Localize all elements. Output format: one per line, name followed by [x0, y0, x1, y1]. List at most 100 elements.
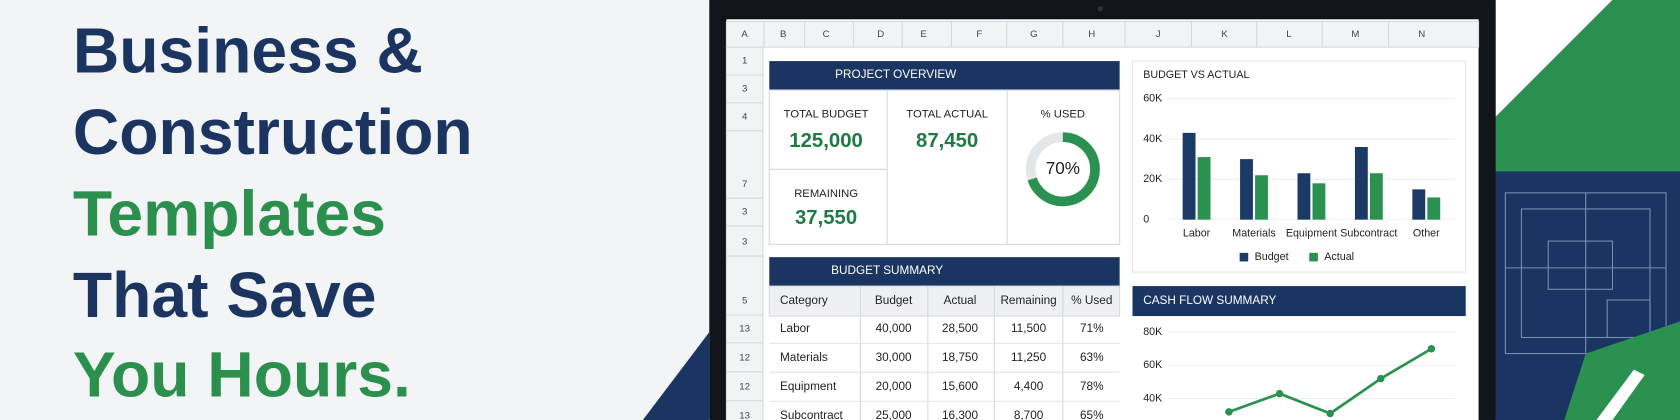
x-tick-label: Equipment	[1286, 227, 1337, 239]
row-header: 3	[742, 83, 747, 94]
table-cell: 20,000	[876, 380, 912, 393]
panel-header	[769, 257, 1120, 287]
table-header-cell: Budget	[875, 294, 913, 307]
column-header: E	[920, 29, 926, 40]
table-cell: 16,300	[942, 409, 978, 420]
row-header: 3	[742, 237, 747, 248]
bar	[1412, 189, 1426, 220]
green-panel	[1494, 0, 1680, 172]
column-header: C	[823, 29, 830, 40]
chart-title: CASH FLOW SUMMARY	[1143, 294, 1276, 307]
x-tick-label: Materials	[1232, 227, 1275, 239]
y-tick-label: 20K	[1143, 173, 1163, 185]
table-cell: 78%	[1080, 380, 1104, 393]
pen	[1596, 369, 1645, 420]
table-cell: 25,000	[876, 409, 912, 420]
table-cell: 30,000	[876, 351, 912, 364]
bar	[1427, 197, 1441, 220]
table-cell: 15,600	[942, 380, 978, 393]
legend-label: Actual	[1324, 251, 1354, 263]
legend-label: Budget	[1255, 251, 1289, 263]
table-cell: 8,700	[1014, 409, 1044, 420]
chart-title: BUDGET VS ACTUAL	[1143, 69, 1249, 81]
table-cell: 11,500	[1011, 322, 1047, 335]
row-header: 3	[742, 207, 747, 218]
kpi-value: 87,450	[916, 130, 978, 152]
row-header: 13	[739, 410, 750, 420]
bar	[1312, 183, 1326, 220]
kpi-label: TOTAL BUDGET	[784, 109, 869, 121]
column-header: K	[1221, 29, 1228, 40]
bar	[1369, 173, 1383, 220]
table-cell: 28,500	[942, 322, 978, 335]
kpi-label: REMAINING	[794, 188, 858, 200]
column-header: H	[1088, 29, 1095, 40]
column-header: M	[1351, 29, 1359, 40]
kpi-value: 37,550	[795, 207, 857, 229]
camera	[1097, 5, 1104, 12]
column-header: B	[780, 29, 786, 40]
y-tick-label: 0	[1143, 213, 1149, 225]
headline-line: Construction	[73, 96, 473, 168]
point	[1427, 345, 1436, 353]
table-header-cell: Remaining	[1000, 294, 1056, 307]
y-tick-label: 40K	[1143, 133, 1163, 145]
headline-line: You Hours.	[73, 338, 411, 410]
point	[1377, 374, 1385, 383]
x-tick-label: Subcontract	[1340, 227, 1397, 239]
bar	[1255, 175, 1268, 220]
y-tick-label: 60K	[1143, 92, 1163, 104]
table-cell: 40,000	[876, 322, 912, 335]
bar	[1182, 132, 1196, 220]
kpi-label: % USED	[1041, 109, 1085, 121]
panel-header	[769, 61, 1120, 90]
table-cell: 65%	[1080, 409, 1104, 420]
point	[1326, 409, 1334, 418]
panel-body	[768, 89, 1121, 245]
table-cell: Materials	[780, 351, 828, 364]
panel-title: BUDGET SUMMARY	[831, 264, 943, 277]
table-cell: 4,400	[1014, 380, 1044, 393]
panel-header	[1132, 286, 1466, 317]
table-header-cell: Actual	[944, 294, 977, 307]
panel-title: PROJECT OVERVIEW	[835, 68, 957, 81]
table-header-cell: Category	[780, 294, 828, 307]
x-tick-label: Labor	[1183, 227, 1211, 239]
table-cell: 11,250	[1011, 351, 1047, 364]
column-header: A	[741, 29, 748, 40]
table-header-cell: % Used	[1071, 294, 1112, 307]
table-cell: 63%	[1080, 351, 1104, 364]
kpi-label: TOTAL ACTUAL	[906, 109, 988, 121]
row-header-bar	[725, 46, 764, 420]
y-tick-label: 40K	[1143, 392, 1163, 404]
legend-swatch	[1239, 252, 1249, 262]
column-header: J	[1156, 29, 1161, 40]
donut-label: 70%	[1046, 158, 1080, 178]
bar	[1297, 173, 1311, 220]
column-header: L	[1286, 29, 1292, 40]
row-header: 4	[742, 111, 748, 122]
row-header: 7	[742, 179, 747, 190]
y-tick-label: 60K	[1143, 359, 1163, 371]
y-tick-label: 80K	[1143, 326, 1163, 338]
table-cell: 18,750	[942, 351, 978, 364]
column-header: F	[976, 29, 982, 40]
bar	[1354, 147, 1368, 220]
table-cell: Equipment	[780, 380, 837, 393]
point	[1225, 408, 1233, 416]
column-header: D	[877, 29, 884, 40]
column-header-bar	[725, 20, 1480, 48]
point	[1275, 389, 1284, 398]
row-header: 12	[739, 352, 750, 363]
row-header: 1	[742, 56, 747, 67]
headline-line: That Save	[73, 259, 377, 331]
headline-line: Templates	[73, 178, 386, 250]
column-header: N	[1418, 29, 1425, 40]
kpi-value: 125,000	[789, 130, 863, 152]
legend-swatch	[1309, 252, 1318, 262]
row-header: 12	[739, 381, 750, 392]
donut-arc	[1025, 132, 1100, 207]
column-header: G	[1030, 29, 1038, 40]
